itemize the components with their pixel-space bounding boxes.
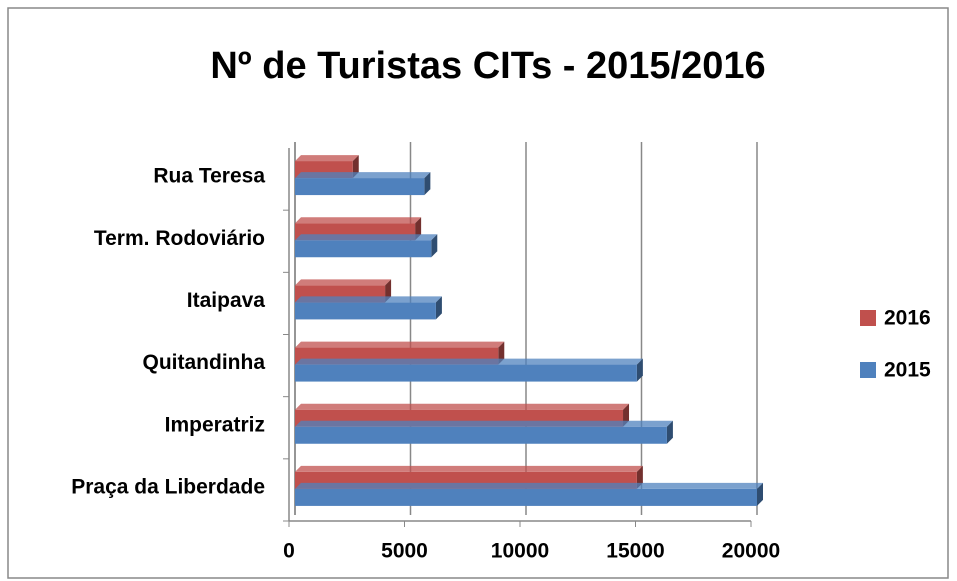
- bar-face: [295, 426, 667, 444]
- x-tick-label: 0: [283, 540, 295, 563]
- bar: [295, 172, 431, 196]
- bar-face: [295, 488, 757, 506]
- legend-label: 2015: [884, 359, 931, 382]
- bar-face: [295, 240, 432, 258]
- bar-side: [666, 420, 673, 444]
- bar-top: [295, 279, 392, 286]
- bar-side: [435, 296, 442, 320]
- bar: [295, 296, 442, 320]
- bar-top: [295, 403, 630, 410]
- bar-face: [295, 178, 425, 196]
- bar-top: [295, 234, 438, 241]
- y-tick-label: Rua Teresa: [153, 165, 265, 188]
- y-tick-label: Imperatriz: [165, 413, 265, 436]
- bar-top: [295, 358, 643, 365]
- bar-top: [295, 172, 431, 179]
- bar: [295, 234, 438, 258]
- legend-swatch: [860, 362, 876, 378]
- bar-top: [295, 482, 763, 489]
- bar-face: [295, 364, 637, 382]
- y-tick-label: Term. Rodoviário: [94, 227, 265, 250]
- bar-top: [295, 155, 359, 162]
- x-tick-label: 15000: [606, 540, 664, 563]
- bar-top: [295, 217, 422, 224]
- chart-title: Nº de Turistas CITs - 2015/2016: [210, 45, 765, 87]
- bar-side: [424, 172, 431, 196]
- bar-side: [636, 358, 643, 382]
- y-tick-label: Itaipava: [187, 289, 266, 312]
- legend-swatch: [860, 310, 876, 326]
- bar: [295, 482, 763, 506]
- y-tick-label: Quitandinha: [143, 351, 266, 374]
- legend-label: 2016: [884, 307, 931, 330]
- bar-top: [295, 420, 673, 427]
- bar: [295, 420, 673, 444]
- bar-face: [295, 302, 436, 320]
- bar-top: [295, 341, 505, 348]
- x-tick-label: 10000: [491, 540, 549, 563]
- x-tick-label: 5000: [381, 540, 428, 563]
- y-tick-label: Praça da Liberdade: [71, 475, 265, 498]
- x-tick-label: 20000: [722, 540, 780, 563]
- bar: [295, 358, 643, 382]
- bar-top: [295, 296, 442, 303]
- bar-side: [431, 234, 438, 258]
- bar-top: [295, 465, 643, 472]
- bar-side: [757, 482, 763, 506]
